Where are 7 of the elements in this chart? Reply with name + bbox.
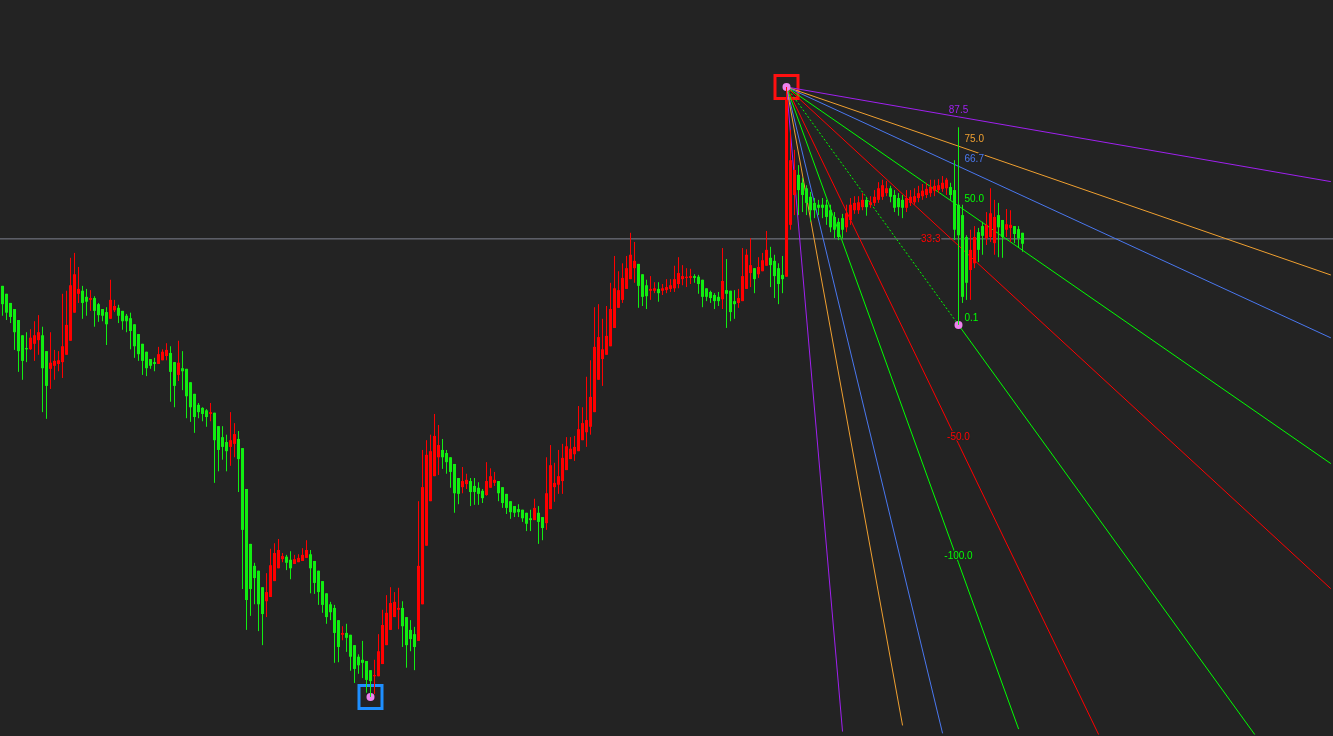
series-label: 33.3 [921,232,941,244]
series-label: -50.0 [947,430,971,442]
series-label: 75.0 [964,133,985,145]
series-label: 66.7 [964,153,985,165]
series-label: 0.1 [964,311,979,323]
series-label: 50.0 [964,192,985,204]
series-label: 87.5 [948,103,969,115]
